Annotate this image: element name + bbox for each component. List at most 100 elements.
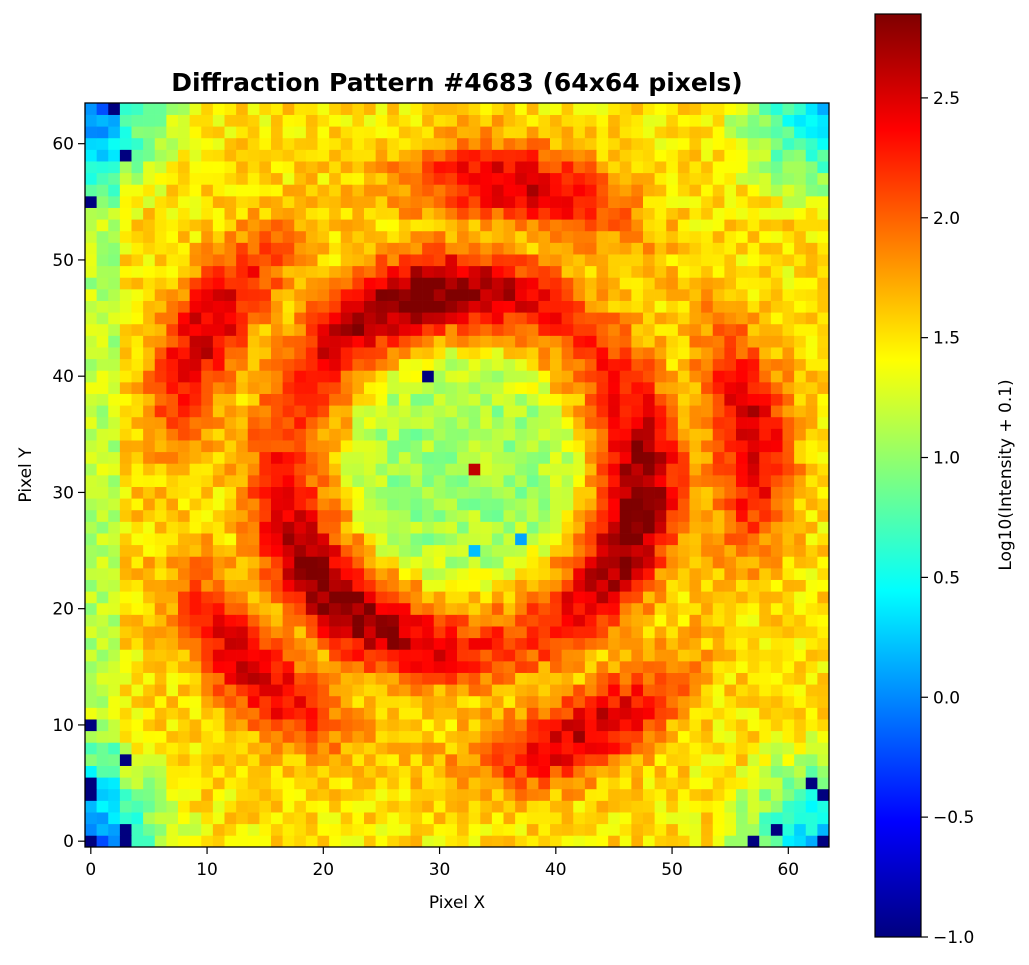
- heatmap-cell: [247, 428, 260, 441]
- heatmap-cell: [770, 196, 783, 208]
- heatmap-cell: [259, 149, 272, 162]
- heatmap-cell: [398, 277, 411, 290]
- heatmap-cell: [608, 277, 621, 290]
- heatmap-cell: [375, 393, 388, 406]
- heatmap-cell: [480, 230, 493, 243]
- heatmap-cell: [329, 788, 342, 801]
- heatmap-cell: [631, 637, 644, 650]
- heatmap-cell: [619, 335, 632, 348]
- heatmap-cell: [561, 521, 574, 534]
- heatmap-cell: [561, 230, 574, 243]
- x-tick-label: 60: [777, 860, 799, 880]
- heatmap-cell: [329, 533, 342, 546]
- heatmap-cell: [794, 754, 807, 766]
- heatmap-cell: [550, 498, 562, 511]
- heatmap-cell: [387, 602, 400, 615]
- heatmap-cell: [340, 254, 353, 267]
- heatmap-cell: [712, 149, 725, 162]
- heatmap-cell: [666, 742, 679, 755]
- heatmap-cell: [817, 393, 830, 406]
- heatmap-cell: [259, 405, 272, 418]
- heatmap-cell: [212, 149, 225, 162]
- heatmap-cell: [724, 265, 737, 278]
- heatmap-cell: [573, 672, 586, 685]
- heatmap-cell: [85, 323, 97, 336]
- heatmap-cell: [387, 242, 400, 255]
- heatmap-cell: [143, 242, 156, 255]
- heatmap-cell: [596, 207, 609, 220]
- heatmap-cell: [422, 265, 435, 278]
- heatmap-cell: [178, 486, 190, 499]
- heatmap-cell: [759, 568, 772, 580]
- heatmap-cell: [189, 289, 202, 301]
- heatmap-cell: [108, 463, 121, 476]
- heatmap-cell: [224, 358, 237, 371]
- heatmap-cell: [201, 509, 214, 522]
- heatmap-cell: [724, 509, 737, 522]
- heatmap-cell: [689, 114, 702, 127]
- heatmap-cell: [480, 207, 493, 220]
- heatmap-cell: [352, 103, 365, 115]
- heatmap-cell: [503, 800, 516, 813]
- heatmap-cell: [491, 649, 504, 662]
- heatmap-cell: [317, 486, 330, 499]
- heatmap-cell: [561, 788, 574, 801]
- heatmap-cell: [608, 207, 621, 220]
- heatmap-cell: [503, 440, 516, 453]
- heatmap-cell: [375, 498, 388, 511]
- heatmap-cell: [817, 463, 830, 476]
- heatmap-cell: [480, 382, 493, 394]
- heatmap-cell: [352, 765, 365, 778]
- heatmap-cell: [747, 312, 760, 325]
- heatmap-cell: [259, 254, 272, 267]
- heatmap-cell: [212, 393, 225, 406]
- heatmap-cell: [259, 835, 272, 848]
- heatmap-cell: [364, 556, 376, 569]
- heatmap-cell: [573, 300, 586, 313]
- heatmap-cell: [491, 242, 504, 255]
- heatmap-cell: [422, 800, 435, 813]
- heatmap-cell: [224, 149, 237, 162]
- heatmap-cell: [282, 754, 295, 766]
- heatmap-cell: [608, 602, 621, 615]
- heatmap-cell: [329, 579, 342, 592]
- heatmap-cell: [445, 777, 458, 790]
- heatmap-cell: [85, 765, 97, 778]
- heatmap-cell: [468, 184, 481, 197]
- heatmap-cell: [340, 695, 353, 708]
- heatmap-cell: [85, 440, 97, 453]
- heatmap-cell: [131, 788, 144, 801]
- heatmap-cell: [550, 486, 562, 499]
- heatmap-cell: [643, 393, 655, 406]
- heatmap-cell: [154, 300, 167, 313]
- heatmap-cell: [85, 754, 97, 766]
- heatmap-cell: [608, 521, 621, 534]
- heatmap-cell: [143, 382, 156, 394]
- heatmap-cell: [178, 661, 190, 673]
- heatmap-cell: [805, 695, 818, 708]
- heatmap-cell: [596, 277, 609, 290]
- heatmap-cell: [503, 684, 516, 697]
- heatmap-cell: [457, 103, 469, 115]
- heatmap-cell: [131, 835, 144, 848]
- heatmap-cell: [608, 730, 621, 743]
- heatmap-cell: [677, 103, 690, 115]
- heatmap-cell: [724, 161, 737, 174]
- heatmap-cell: [782, 451, 795, 464]
- heatmap-cell: [654, 707, 667, 720]
- heatmap-cell: [131, 765, 144, 778]
- heatmap-cell: [166, 196, 179, 208]
- heatmap-cell: [212, 637, 225, 650]
- heatmap-cell: [689, 812, 702, 825]
- heatmap-cell: [782, 289, 795, 301]
- heatmap-cell: [259, 800, 272, 813]
- heatmap-cell: [503, 103, 516, 115]
- heatmap-cell: [643, 823, 655, 836]
- heatmap-cell: [643, 184, 655, 197]
- heatmap-cell: [178, 405, 190, 418]
- heatmap-cell: [178, 591, 190, 604]
- heatmap-cell: [701, 370, 714, 383]
- heatmap-cell: [236, 707, 249, 720]
- heatmap-cell: [759, 289, 772, 301]
- heatmap-cell: [271, 707, 283, 720]
